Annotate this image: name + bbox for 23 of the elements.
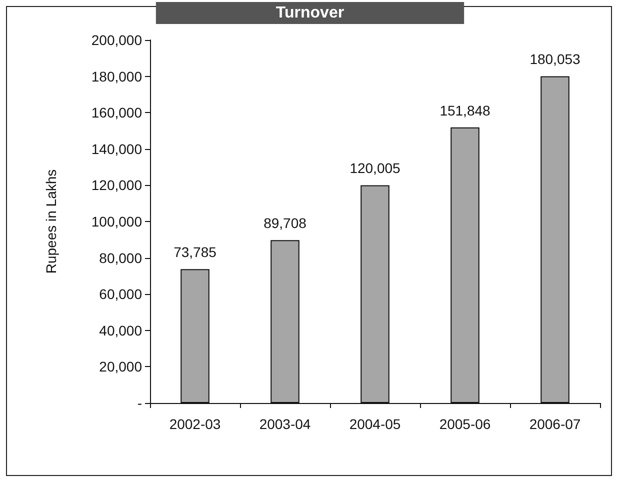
- y-tick-label: 40,000: [99, 322, 142, 338]
- y-tick-label: 60,000: [99, 286, 142, 302]
- y-tick-label: 180,000: [91, 68, 142, 84]
- y-tick-label: 80,000: [99, 250, 142, 266]
- x-tick-label: 2005-06: [439, 416, 491, 432]
- data-label: 120,005: [350, 160, 401, 176]
- x-tick-label: 2004-05: [349, 416, 401, 432]
- y-tick-label: 140,000: [91, 140, 142, 157]
- data-label: 73,785: [174, 244, 217, 260]
- y-tick-label: 100,000: [91, 214, 142, 230]
- y-axis-title: Rupees in Lakhs: [43, 169, 59, 274]
- y-tick-label: 120,000: [91, 177, 142, 194]
- chart-title: Turnover: [276, 4, 344, 22]
- data-label: 180,053: [530, 51, 581, 68]
- data-label: 151,848: [440, 102, 491, 118]
- y-tick-label: -: [137, 395, 142, 411]
- x-tick-label: 2003-04: [259, 416, 311, 432]
- data-label: 89,708: [264, 215, 307, 232]
- y-tick-label: 160,000: [91, 104, 142, 121]
- x-tick-label: 2002-03: [169, 416, 221, 432]
- y-tick-label: 20,000: [99, 358, 142, 375]
- x-tick-label: 2006-07: [529, 416, 581, 432]
- y-tick-label: 200,000: [91, 32, 142, 48]
